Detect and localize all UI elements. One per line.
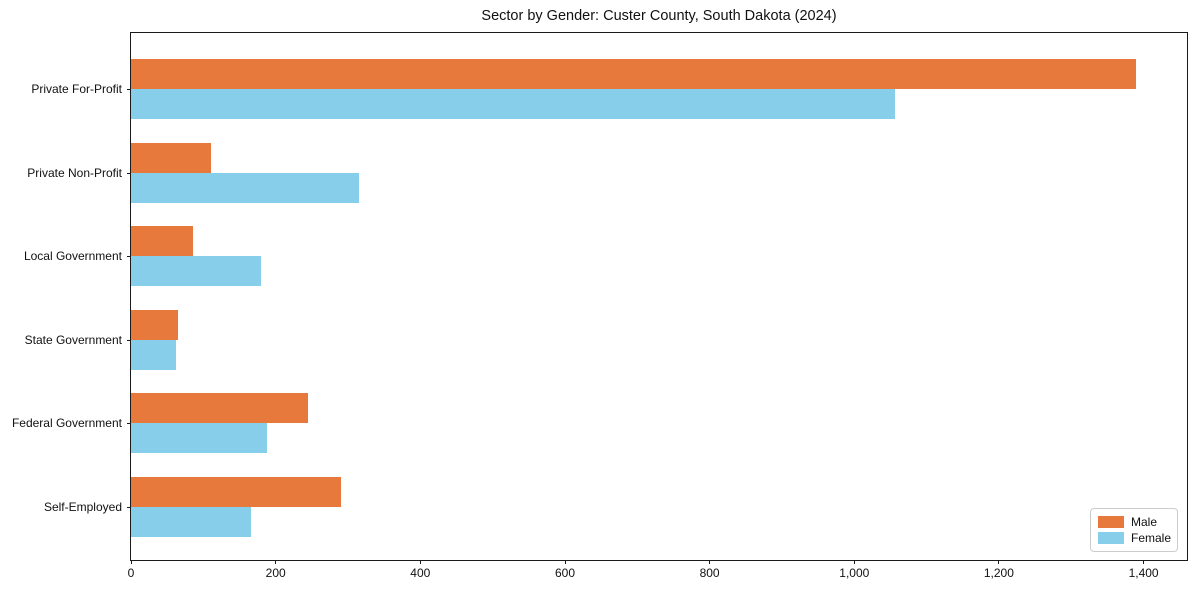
bar-female-self-employed [131,506,252,537]
chart-title: Sector by Gender: Custer County, South D… [481,8,837,24]
bar-female-state-government [131,339,176,370]
y-label-private-non-profit: Private Non-Profit [27,165,122,180]
legend-label-male: Male [1131,514,1158,529]
x-tick-1,200 [998,560,1000,564]
bar-male-private-for-profit [131,59,1137,89]
x-tick-200 [275,560,277,564]
male-swatch [1098,515,1124,528]
y-tick-private-for-profit [127,89,131,90]
y-tick-private-non-profit [127,172,131,174]
legend: Male Female [1090,508,1178,552]
y-tick-state-government [127,339,131,341]
legend-item-female: Female [1098,531,1172,546]
bar-female-private-for-profit [131,89,895,119]
y-tick-self-employed [127,506,131,508]
bar-female-local-government [131,256,262,286]
x-tick-1,000 [853,560,855,564]
x-tick-label-1,000: 1,000 [839,566,870,580]
y-label-state-government: State Government [24,332,122,347]
x-tick-label-800: 800 [699,566,720,580]
y-label-federal-government: Federal Government [11,416,122,430]
y-label-private-for-profit: Private For-Profit [31,82,122,96]
bar-male-state-government [131,309,178,340]
x-tick-800 [709,560,711,564]
legend-item-male: Male [1098,515,1170,529]
x-tick-600 [564,560,566,564]
x-tick-1,400 [1143,560,1145,564]
female-swatch [1098,532,1124,545]
y-label-local-government: Local Government [23,249,122,263]
bar-male-federal-government [131,393,309,423]
x-tick-label-1,200: 1,200 [983,566,1014,580]
plot-area [130,32,1188,561]
x-tick-label-1,400: 1,400 [1128,566,1159,580]
legend-label-female: Female [1131,531,1172,546]
x-tick-label-0: 0 [127,566,135,580]
x-tick-label-400: 400 [410,566,431,580]
x-tick-label-200: 200 [265,566,286,580]
bar-male-private-non-profit [131,142,211,173]
y-tick-federal-government [127,423,131,424]
bar-female-private-non-profit [131,172,359,203]
bar-female-federal-government [131,423,267,453]
bar-male-local-government [131,226,193,256]
x-tick-0 [130,560,132,564]
y-tick-local-government [127,256,131,257]
bar-male-self-employed [131,476,341,507]
x-tick-400 [419,560,421,564]
x-tick-label-600: 600 [554,566,576,580]
y-label-self-employed: Self-Employed [43,499,122,514]
